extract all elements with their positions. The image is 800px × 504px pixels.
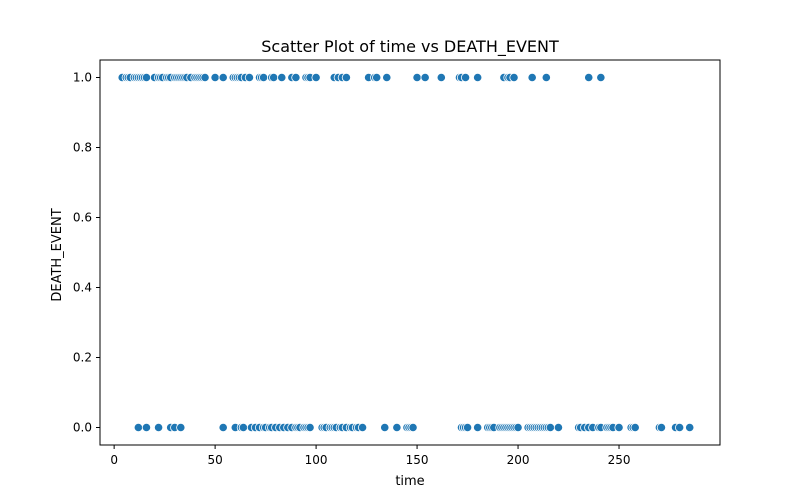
data-point [141,72,152,83]
plot-area-frame [99,59,721,446]
y-tick-label: 0.6 [73,211,92,225]
data-point [460,72,471,83]
data-point [553,422,564,433]
data-point [305,422,315,433]
data-point [541,72,551,83]
x-axis-label: time [395,474,424,489]
x-tick-label: 150 [406,453,429,467]
data-point [176,422,186,433]
data-point [269,72,279,83]
data-points [117,72,695,433]
y-tick-label: 0.8 [73,141,92,155]
data-point [408,422,418,433]
x-tick-label: 100 [305,453,328,467]
axis-ticks: 0 50 100 150 200 250 0.0 0.2 0.4 0.6 0.8 1.0 [73,71,631,468]
data-point [685,422,695,433]
data-point [392,422,402,433]
x-tick-label: 250 [608,453,631,467]
chart-title: Scatter Plot of time vs DEATH_EVENT [261,37,559,57]
data-point [258,72,269,83]
data-point [277,72,287,83]
data-point [218,72,228,83]
data-point [596,72,606,83]
y-axis-label: DEATH_EVENT [50,208,65,301]
data-point [513,422,523,433]
data-point [380,422,390,433]
data-point [420,72,430,83]
x-tick-label: 50 [207,453,222,467]
data-point [656,422,667,433]
data-point [473,422,483,433]
data-point [412,72,422,83]
data-point [527,72,537,83]
data-point [238,422,248,433]
data-point [462,422,473,433]
data-point [210,72,220,83]
y-tick-label: 1.0 [73,71,92,85]
data-point [357,422,368,433]
data-point [244,72,255,83]
data-point [141,422,152,433]
x-tick-label: 0 [110,453,118,467]
data-point [341,72,351,83]
data-point [630,422,640,433]
data-point [509,72,519,83]
data-point [473,72,483,83]
data-point [382,72,392,83]
data-point [372,72,382,83]
data-point [200,72,210,83]
data-point [614,422,624,433]
data-point [153,422,164,433]
data-point [291,72,301,83]
y-tick-label: 0.0 [73,421,92,435]
data-point [133,422,143,433]
y-tick-label: 0.4 [73,281,92,295]
data-point [311,72,321,83]
x-tick-label: 200 [507,453,530,467]
data-point [675,422,685,433]
data-point [545,422,555,433]
data-point [584,72,594,83]
data-point [436,72,446,83]
data-point [218,422,228,433]
y-tick-label: 0.2 [73,351,92,365]
